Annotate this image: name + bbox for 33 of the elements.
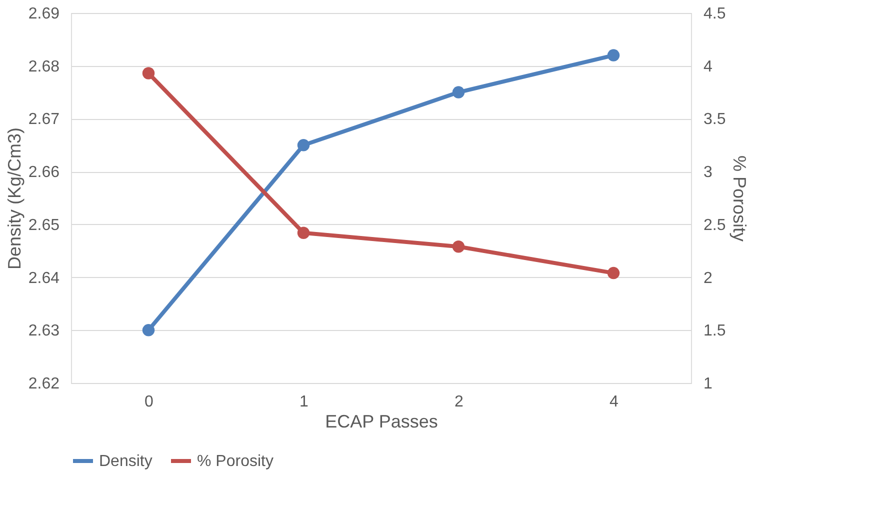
legend-label: Density bbox=[99, 453, 152, 470]
point bbox=[452, 86, 465, 98]
x-tick-label: 4 bbox=[610, 394, 619, 410]
point bbox=[297, 139, 310, 152]
x-tick-label: 2 bbox=[454, 394, 464, 410]
y2-tick-label: 1.5 bbox=[704, 322, 726, 340]
y2-tick-label: 3.5 bbox=[704, 111, 726, 128]
y-tick-label: 2.62 bbox=[28, 376, 60, 392]
y-tick-label: 2.67 bbox=[28, 111, 60, 128]
point bbox=[607, 49, 620, 62]
y2-axis-title: % Porosity bbox=[730, 155, 750, 242]
y-tick-label: 2.64 bbox=[28, 270, 60, 287]
point bbox=[297, 226, 310, 239]
point bbox=[142, 67, 155, 80]
y-axis-title: Density (Kg/Cm3) bbox=[4, 127, 24, 270]
y2-tick-label: 4.5 bbox=[704, 6, 726, 22]
y2-tick-label: 4 bbox=[704, 58, 712, 76]
point bbox=[607, 266, 620, 280]
point bbox=[452, 240, 465, 253]
x-axis-title: ECAP Passes bbox=[325, 412, 438, 432]
y2-tick-label: 2.5 bbox=[704, 216, 726, 234]
y2-tick-label: 2 bbox=[704, 270, 712, 287]
point bbox=[142, 324, 155, 336]
y-tick-label: 2.65 bbox=[28, 216, 60, 234]
y2-tick-label: 1 bbox=[704, 376, 712, 392]
y-tick-label: 2.63 bbox=[28, 322, 60, 340]
y-tick-label: 2.69 bbox=[28, 6, 60, 22]
y-tick-label: 2.68 bbox=[28, 58, 60, 76]
legend-label: % Porosity bbox=[197, 453, 274, 470]
x-tick-label: 1 bbox=[300, 394, 309, 410]
y-tick-label: 2.66 bbox=[28, 164, 60, 182]
y2-tick-label: 3 bbox=[704, 164, 712, 182]
x-tick-label: 0 bbox=[144, 394, 154, 410]
